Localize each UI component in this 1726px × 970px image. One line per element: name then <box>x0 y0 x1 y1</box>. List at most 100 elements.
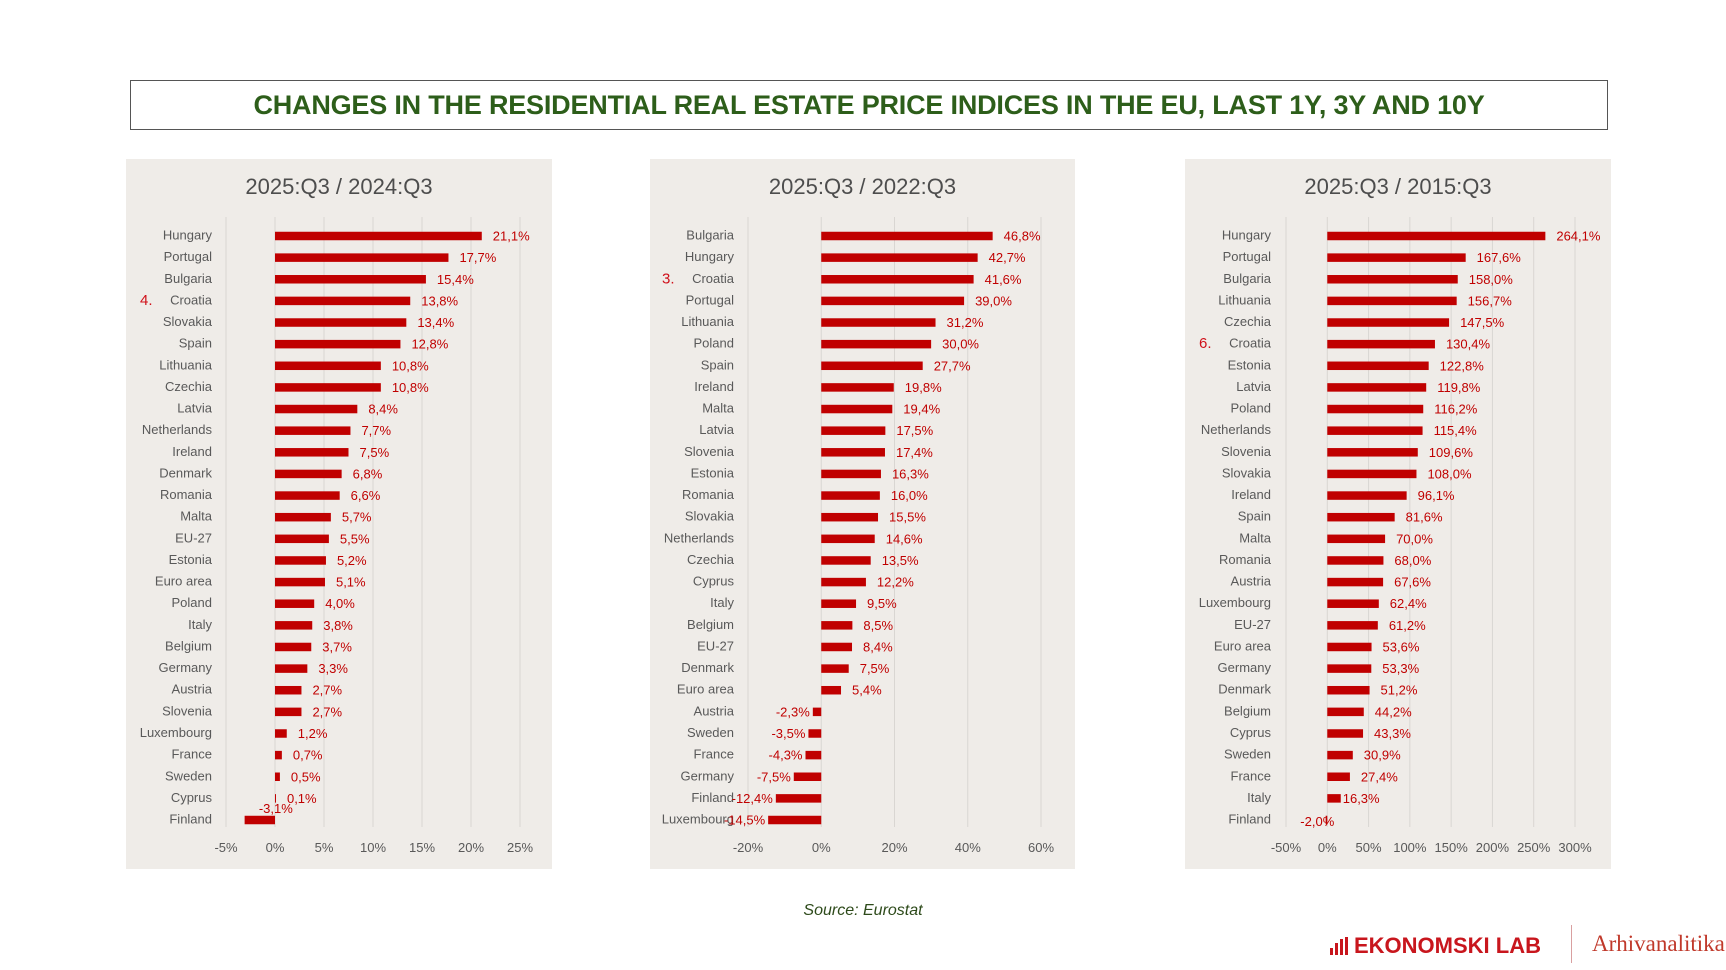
bar <box>1327 534 1386 544</box>
category-label: Cyprus <box>171 790 213 805</box>
value-label: 5,1% <box>336 575 366 590</box>
value-label: 19,8% <box>905 380 942 395</box>
category-label: France <box>1231 768 1271 783</box>
value-label: 2,7% <box>312 683 342 698</box>
value-label: 7,7% <box>361 423 391 438</box>
category-label: Czechia <box>687 552 735 567</box>
category-label: Italy <box>1247 790 1271 805</box>
bar <box>275 794 276 803</box>
bar <box>775 794 822 803</box>
category-label: Slovenia <box>162 703 213 718</box>
value-label: 30,9% <box>1364 748 1401 763</box>
value-label: 4,0% <box>325 596 355 611</box>
value-label: 0,1% <box>287 791 317 806</box>
bar <box>821 231 993 241</box>
bar <box>1327 772 1350 781</box>
bar <box>275 426 351 435</box>
bar <box>275 469 342 479</box>
category-label: Denmark <box>159 465 212 480</box>
bar <box>1327 339 1435 349</box>
value-label: 46,8% <box>1004 229 1041 244</box>
brand-primary: EKONOMSKI LAB <box>1354 933 1541 958</box>
category-label: EU-27 <box>1234 617 1271 632</box>
category-label: Sweden <box>687 725 734 740</box>
category-label: Germany <box>1218 660 1272 675</box>
value-label: -2,0% <box>1300 814 1334 829</box>
bar-chart-3y: -20% 0% 20% 40% 60% Bulgaria 46,8% Hungary 42,7%… <box>662 217 1054 855</box>
category-label: Portugal <box>1223 249 1272 264</box>
value-label: 96,1% <box>1418 488 1455 503</box>
category-label: Italy <box>188 617 212 632</box>
x-tick-label: 10% <box>360 840 386 855</box>
value-label: 51,2% <box>1381 683 1418 698</box>
category-label: EU-27 <box>175 530 212 545</box>
value-label: 21,1% <box>493 229 530 244</box>
x-tick-label: 20% <box>458 840 484 855</box>
bar <box>821 469 881 479</box>
brand-logo: EKONOMSKI LAB <box>1330 930 1541 962</box>
x-tick-label: 60% <box>1028 840 1054 855</box>
category-label: Ireland <box>1231 487 1271 502</box>
bar <box>821 404 893 414</box>
category-label: Croatia <box>1229 336 1272 351</box>
value-label: 158,0% <box>1469 272 1514 287</box>
category-label: Malta <box>180 509 213 524</box>
bar <box>821 275 974 284</box>
x-tick-label: 0% <box>266 840 285 855</box>
value-label: -3,1% <box>259 801 293 816</box>
category-label: Germany <box>159 660 213 675</box>
value-label: 6,8% <box>353 466 383 481</box>
value-label: 17,7% <box>459 250 496 265</box>
category-label: Italy <box>710 595 734 610</box>
category-label: Bulgaria <box>1223 271 1271 286</box>
x-tick-label: 250% <box>1517 840 1551 855</box>
category-label: Romania <box>160 487 213 502</box>
value-label: 3,3% <box>318 661 348 676</box>
category-label: Romania <box>1219 552 1272 567</box>
value-label: 122,8% <box>1440 358 1485 373</box>
value-label: 15,4% <box>437 272 474 287</box>
bar <box>275 275 426 284</box>
category-label: Euro area <box>155 574 213 589</box>
x-tick-label: 100% <box>1393 840 1427 855</box>
bar <box>1327 426 1423 435</box>
value-label: 167,6% <box>1477 250 1522 265</box>
value-label: -2,3% <box>776 704 810 719</box>
value-label: 1,2% <box>298 726 328 741</box>
category-label: Euro area <box>1214 638 1272 653</box>
value-label: 9,5% <box>867 596 897 611</box>
bar <box>275 339 401 349</box>
value-label: 42,7% <box>989 250 1026 265</box>
value-label: 2,7% <box>312 704 342 719</box>
bar <box>275 512 331 522</box>
category-label: Czechia <box>165 379 213 394</box>
category-label: Estonia <box>1228 357 1272 372</box>
bar <box>275 404 358 414</box>
source-note: Source: Eurostat <box>803 902 923 919</box>
bar <box>275 448 349 457</box>
bar <box>275 253 449 262</box>
bar <box>821 577 866 587</box>
bar <box>275 296 411 306</box>
bar <box>275 750 282 760</box>
x-tick-label: 50% <box>1356 840 1382 855</box>
value-label: 6,6% <box>351 488 381 503</box>
category-label: Luxembourg <box>662 812 734 827</box>
bar <box>1327 404 1424 414</box>
bar-chart-1y: -5% 0% 5% 10% 15% 20% 25% Hungary 21,1% Portugal 1… <box>140 217 533 855</box>
category-label: Austria <box>694 703 735 718</box>
value-label: 109,6% <box>1429 445 1474 460</box>
bar <box>821 642 853 652</box>
title-box: CHANGES IN THE RESIDENTIAL REAL ESTATE P… <box>130 80 1608 130</box>
bar <box>275 383 381 392</box>
bar <box>768 815 822 825</box>
bar <box>275 361 381 371</box>
category-label: Spain <box>1238 509 1271 524</box>
bar <box>821 296 965 306</box>
category-label: Denmark <box>681 660 734 675</box>
page-title: CHANGES IN THE RESIDENTIAL REAL ESTATE P… <box>253 89 1485 120</box>
category-label: Cyprus <box>693 574 735 589</box>
category-label: Portugal <box>686 292 735 307</box>
chart-title: 2025:Q3 / 2015:Q3 <box>1304 174 1492 199</box>
value-label: -7,5% <box>757 769 791 784</box>
